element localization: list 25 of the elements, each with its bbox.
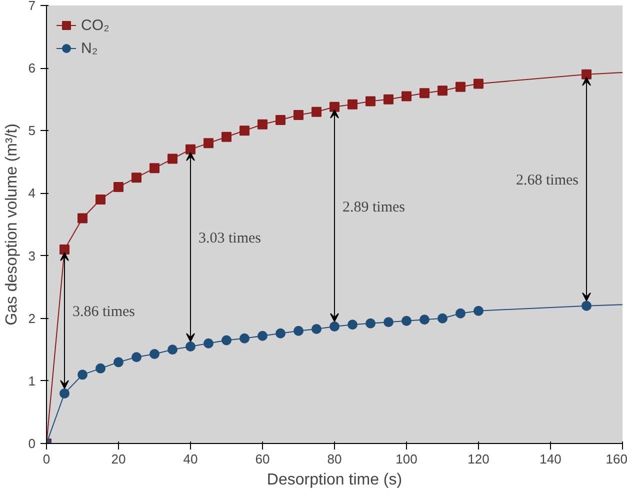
annotation: 3.03 times [198, 230, 262, 247]
legend-label: CO₂ [81, 16, 110, 34]
x-tick-label: 160 [606, 452, 627, 466]
y-tick-label: 5 [28, 123, 36, 138]
annotation: 2.89 times [342, 199, 406, 216]
y-tick-label: 1 [28, 373, 36, 388]
y-tick-label: 4 [28, 186, 36, 201]
y-tick-label: 7 [28, 0, 36, 13]
x-tick-label: 120 [468, 452, 490, 466]
y-tick-label: 0 [28, 436, 36, 451]
x-tick-label: 80 [327, 452, 342, 466]
annotation: 3.86 times [72, 304, 136, 320]
x-tick-label: 20 [111, 452, 126, 466]
x-tick-label: 60 [255, 452, 270, 466]
x-tick-label: 0 [42, 452, 50, 466]
legend-label: N₂ [81, 40, 99, 56]
x-tick-label: 40 [183, 452, 198, 466]
x-axis-title: Desorption time (s) [266, 472, 402, 488]
y-axis-title: Gas desoption volume (m³/t) [3, 124, 20, 326]
x-tick-label: 100 [396, 452, 418, 466]
annotation: 2.68 times [516, 172, 579, 189]
y-tick-label: 6 [28, 60, 36, 76]
y-tick-label: 3 [28, 248, 36, 264]
y-tick-label: 2 [28, 310, 36, 326]
x-tick-label: 140 [540, 452, 562, 466]
